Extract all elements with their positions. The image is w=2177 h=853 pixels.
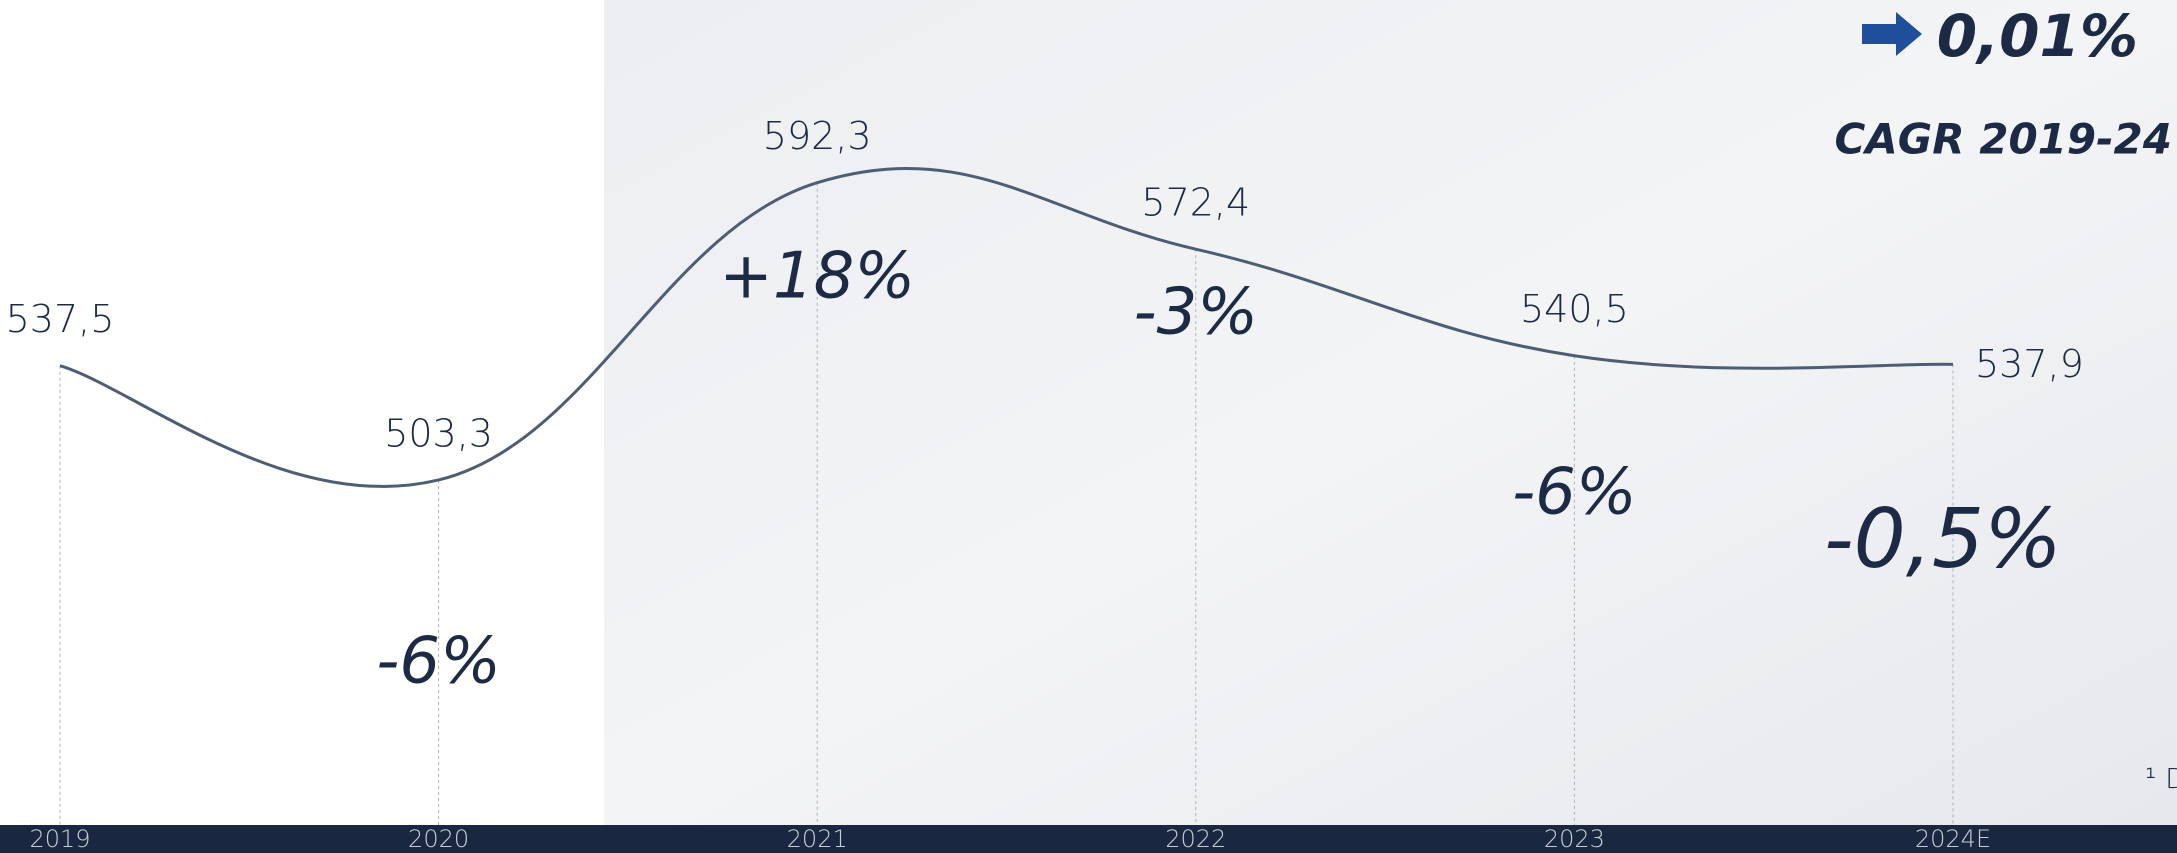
footnote: ¹ D: [2145, 762, 2177, 795]
axis-bar: [0, 825, 2177, 853]
x-tick-label: 2023: [1544, 825, 1605, 853]
x-tick-label: 2020: [408, 825, 469, 853]
change-label: +18%: [719, 239, 915, 313]
change-label: -3%: [1133, 276, 1258, 350]
cagr-value: 0,01%: [1937, 2, 2138, 70]
value-label: 540,5: [1520, 287, 1629, 331]
x-tick-label: 2021: [787, 825, 848, 853]
arrow-icon: [1862, 12, 1922, 56]
change-label: -6%: [1512, 455, 1637, 529]
cagr-label: CAGR 2019-24: [1834, 115, 2172, 164]
change-label: -0,5%: [1824, 492, 2062, 587]
line: [59, 167, 1954, 488]
value-label: 537,5: [6, 297, 115, 341]
x-tick-label: 2024E: [1915, 825, 1991, 853]
value-label: 537,9: [1975, 342, 2084, 386]
background-photo: [604, 0, 2177, 825]
change-label: -6%: [376, 625, 501, 699]
x-tick-label: 2022: [1165, 825, 1226, 853]
value-label: 503,3: [384, 411, 493, 455]
value-label: 572,4: [1141, 181, 1250, 225]
value-label: 592,3: [763, 114, 872, 158]
x-tick-label: 2019: [29, 825, 90, 853]
